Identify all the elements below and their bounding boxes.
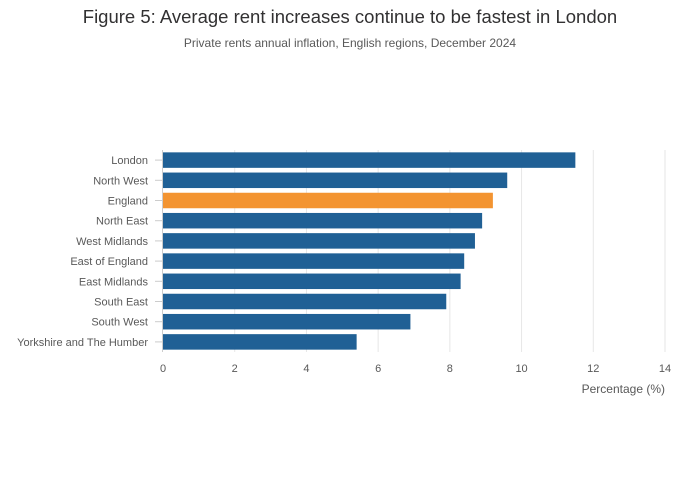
bar-south-east (163, 293, 447, 310)
bar-east-of-england (163, 253, 465, 269)
bars (163, 152, 576, 350)
x-tick-label: 10 (515, 363, 527, 375)
x-tick-label: 12 (587, 363, 599, 375)
y-category-label: South West (91, 317, 148, 329)
x-tick-label: 4 (303, 363, 309, 375)
y-category-label: England (108, 196, 148, 208)
bar-south-west (163, 313, 411, 330)
chart-subtitle: Private rents annual inflation, English … (183, 36, 517, 50)
tick-labels: 0 2 4 6 8 10 12 14 London North West England North … (17, 155, 671, 375)
x-axis-title: Percentage (%) (582, 382, 665, 396)
y-category-label: North East (96, 216, 148, 228)
bar-west-midlands (163, 233, 475, 249)
y-category-label: West Midlands (76, 236, 148, 248)
y-category-label: East Midlands (79, 276, 149, 288)
chart-title: Figure 5: Average rent increases continu… (82, 6, 618, 27)
y-category-label: South East (94, 297, 148, 309)
y-category-label: North West (93, 175, 148, 187)
bar-east-midlands (163, 273, 461, 290)
x-tick-label: 14 (659, 363, 671, 375)
bar-north-east (163, 212, 483, 229)
y-category-label: Yorkshire and The Humber (17, 337, 148, 349)
bar-north-west (163, 172, 508, 189)
x-tick-label: 2 (232, 363, 238, 375)
x-tick-label: 6 (375, 363, 381, 375)
bar-england (163, 192, 493, 209)
y-category-label: London (111, 155, 148, 167)
bar-yorkshire-and-the-humber (163, 334, 357, 350)
axes (155, 150, 163, 352)
x-tick-label: 8 (447, 363, 453, 375)
bar-london (163, 152, 576, 168)
y-category-label: East of England (70, 256, 148, 268)
x-tick-label: 0 (160, 363, 166, 375)
